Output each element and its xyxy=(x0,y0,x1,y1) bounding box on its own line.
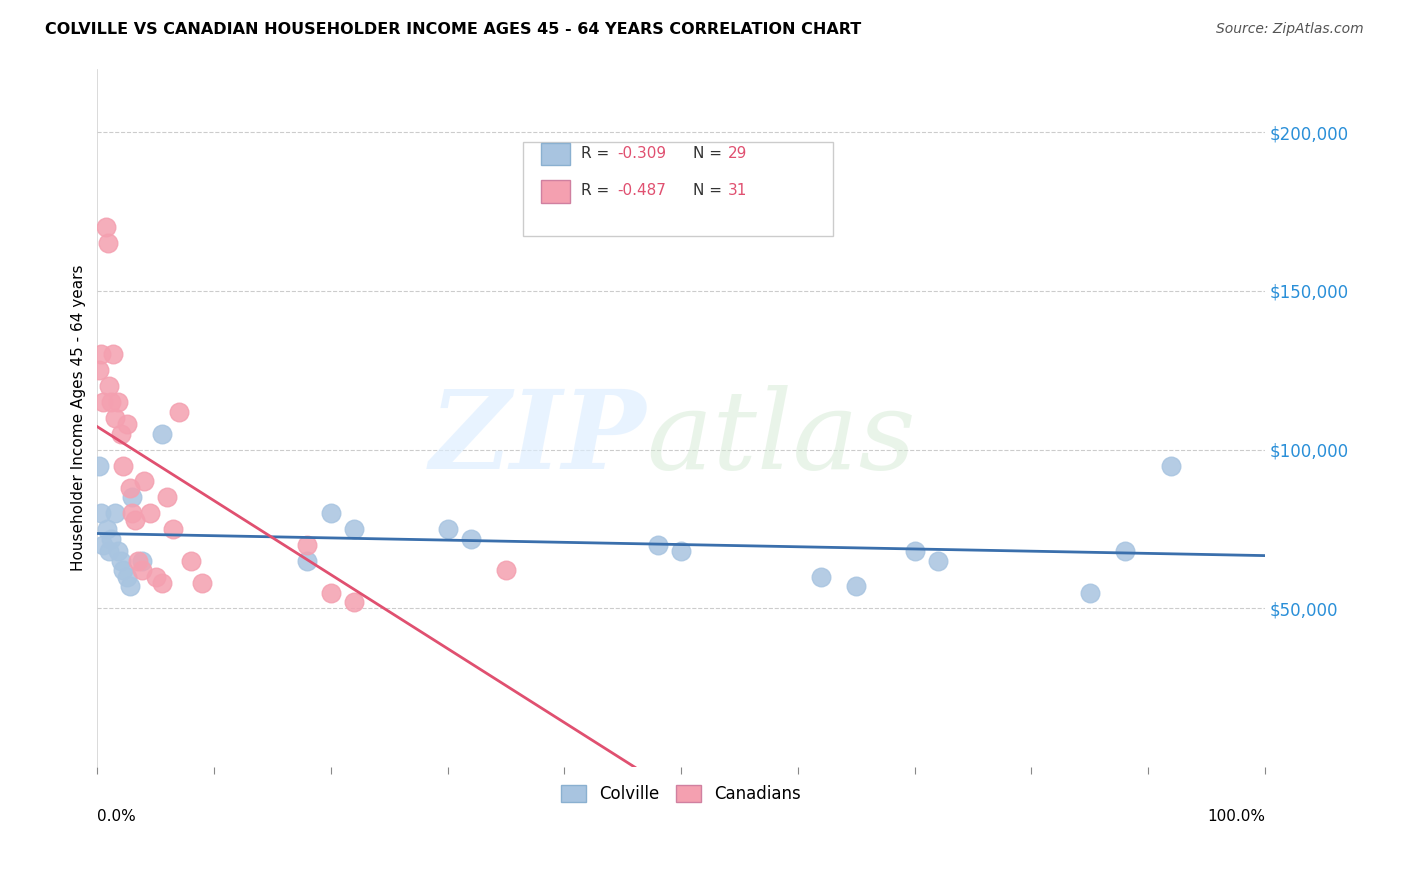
Text: 29: 29 xyxy=(728,145,747,161)
Point xyxy=(101,347,124,361)
Point xyxy=(495,563,517,577)
Text: ZIP: ZIP xyxy=(429,385,647,492)
Point xyxy=(343,522,366,536)
Point xyxy=(162,522,184,536)
Point xyxy=(115,417,138,432)
Point xyxy=(110,554,132,568)
Point xyxy=(115,570,138,584)
Point xyxy=(91,395,114,409)
Point xyxy=(94,220,117,235)
Text: atlas: atlas xyxy=(647,385,915,492)
Point xyxy=(98,544,121,558)
Point xyxy=(112,563,135,577)
Point xyxy=(180,554,202,568)
Point xyxy=(150,576,173,591)
Point xyxy=(903,544,925,558)
Text: R =: R = xyxy=(581,145,614,161)
Point xyxy=(100,395,122,409)
Point xyxy=(156,491,179,505)
Point xyxy=(1160,458,1182,473)
Point xyxy=(121,491,143,505)
Point xyxy=(845,579,868,593)
Point xyxy=(104,506,127,520)
Point xyxy=(1078,585,1101,599)
Point xyxy=(297,554,319,568)
FancyBboxPatch shape xyxy=(523,142,832,236)
Point xyxy=(104,410,127,425)
Text: N =: N = xyxy=(693,183,727,198)
Point xyxy=(927,554,949,568)
Point xyxy=(319,585,342,599)
Point xyxy=(150,426,173,441)
Point xyxy=(90,506,112,520)
Point xyxy=(139,506,162,520)
Point xyxy=(343,595,366,609)
Text: 0.0%: 0.0% xyxy=(97,809,136,824)
FancyBboxPatch shape xyxy=(541,180,571,202)
Point xyxy=(131,563,153,577)
Point xyxy=(91,538,114,552)
Point xyxy=(121,506,143,520)
Point xyxy=(1114,544,1136,558)
Text: 31: 31 xyxy=(728,183,747,198)
Text: Source: ZipAtlas.com: Source: ZipAtlas.com xyxy=(1216,22,1364,37)
Point xyxy=(97,236,120,251)
Point xyxy=(319,506,342,520)
Point xyxy=(132,475,155,489)
Point xyxy=(297,538,319,552)
Point xyxy=(118,481,141,495)
Point xyxy=(87,458,110,473)
Point xyxy=(107,544,129,558)
Point xyxy=(131,554,153,568)
Point xyxy=(107,395,129,409)
Point xyxy=(436,522,458,536)
Y-axis label: Householder Income Ages 45 - 64 years: Householder Income Ages 45 - 64 years xyxy=(72,265,86,571)
Point xyxy=(110,426,132,441)
Point xyxy=(96,522,118,536)
Point xyxy=(118,579,141,593)
Point xyxy=(145,570,167,584)
Text: -0.487: -0.487 xyxy=(617,183,666,198)
Text: R =: R = xyxy=(581,183,614,198)
Legend: Colville, Canadians: Colville, Canadians xyxy=(553,777,810,812)
Point xyxy=(124,512,146,526)
Point xyxy=(167,404,190,418)
Point xyxy=(191,576,214,591)
Text: COLVILLE VS CANADIAN HOUSEHOLDER INCOME AGES 45 - 64 YEARS CORRELATION CHART: COLVILLE VS CANADIAN HOUSEHOLDER INCOME … xyxy=(45,22,862,37)
Point xyxy=(810,570,832,584)
Point xyxy=(98,379,121,393)
FancyBboxPatch shape xyxy=(541,143,571,165)
Point xyxy=(87,363,110,377)
Text: N =: N = xyxy=(693,145,727,161)
Point xyxy=(100,532,122,546)
Point xyxy=(647,538,669,552)
Point xyxy=(127,554,149,568)
Point xyxy=(460,532,482,546)
Point xyxy=(90,347,112,361)
Text: -0.309: -0.309 xyxy=(617,145,666,161)
Point xyxy=(669,544,692,558)
Text: 100.0%: 100.0% xyxy=(1206,809,1265,824)
Point xyxy=(112,458,135,473)
